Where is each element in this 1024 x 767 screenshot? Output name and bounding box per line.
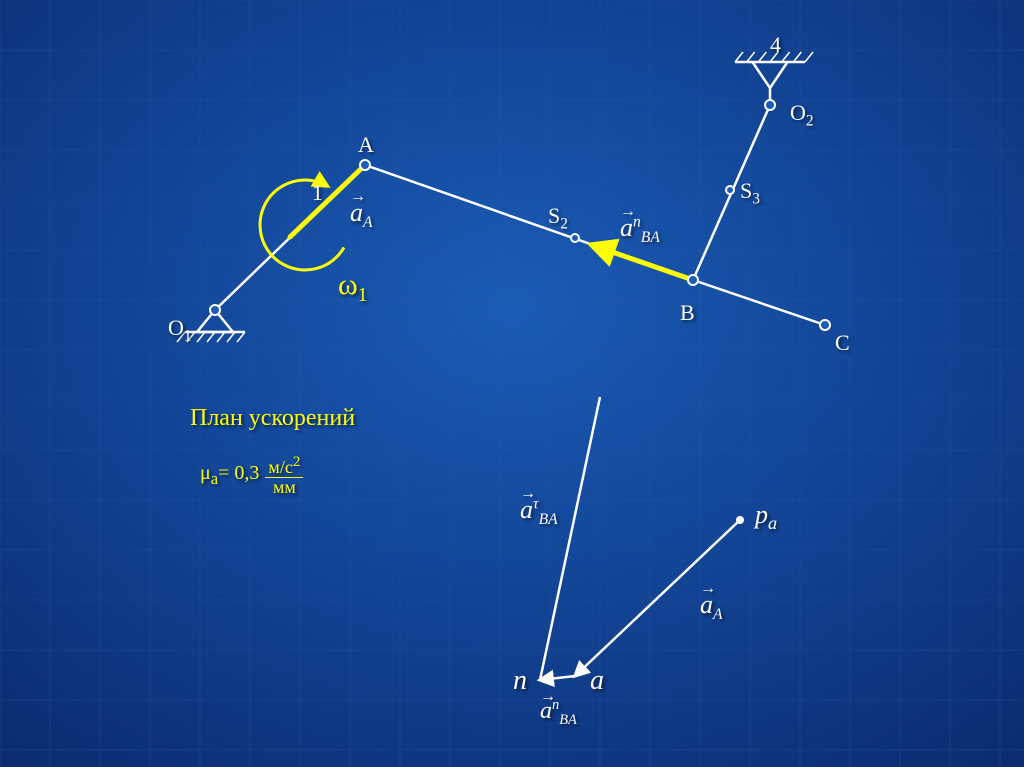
label-S2: S2	[548, 203, 568, 233]
label-1: 1	[312, 180, 323, 206]
vector-aBAn-top: →anBA	[620, 213, 660, 247]
diagram-stage: O1 A 1 S2 B S3 O2 4 C ω1 →aA →anBA План …	[0, 0, 1024, 767]
vector-aA-top: →aA	[350, 198, 373, 232]
label-S3: S3	[740, 178, 760, 208]
accel-plan-title: План ускорений	[190, 405, 355, 432]
mu-scale: μa= 0,3 м/с2 мм	[200, 455, 303, 497]
label-4: 4	[770, 32, 781, 58]
label-O1: O1	[168, 315, 192, 345]
label-O2: O2	[790, 100, 814, 130]
label-C: C	[835, 330, 850, 356]
diagram-svg	[0, 0, 1024, 767]
omega-1: ω1	[338, 268, 368, 307]
plan-vector-aBAn: →anBA	[540, 697, 577, 729]
plan-label-a: a	[590, 665, 604, 697]
plan-vector-aBAtau: →aτBA	[520, 495, 558, 529]
plan-label-pa: pa	[755, 500, 777, 534]
label-B: B	[680, 300, 695, 326]
label-A: A	[358, 132, 374, 158]
plan-vector-aA: →aA	[700, 590, 723, 624]
plan-label-n: n	[513, 665, 527, 697]
